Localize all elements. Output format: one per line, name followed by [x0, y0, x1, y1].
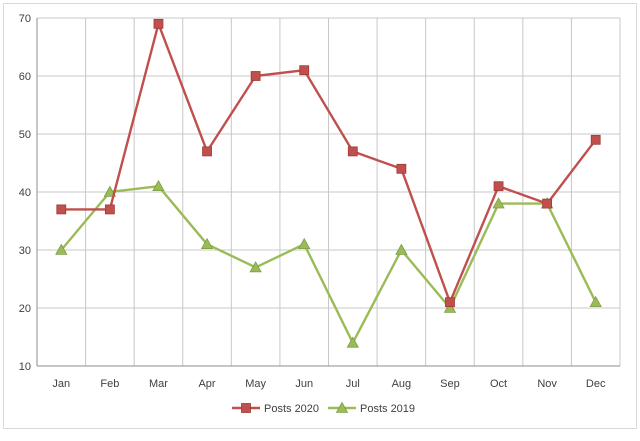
- series-line: [60, 184, 597, 344]
- data-point: [55, 243, 68, 255]
- legend-label: Posts 2019: [360, 403, 415, 415]
- y-tick-label: 20: [19, 303, 31, 315]
- y-tick-label: 50: [19, 129, 31, 141]
- legend: Posts 2020 Posts 2019: [232, 401, 415, 415]
- series-posts-2020: [56, 18, 601, 308]
- x-tick-label: Nov: [537, 378, 557, 390]
- x-tick-label: Aug: [392, 378, 412, 390]
- legend-item: Posts 2019: [328, 401, 415, 415]
- data-point: [395, 243, 408, 255]
- x-tick-label: Apr: [198, 378, 215, 390]
- x-tick-label: Dec: [586, 378, 606, 390]
- y-tick-label: 40: [19, 187, 31, 199]
- data-point: [298, 237, 311, 250]
- data-point: [542, 198, 553, 209]
- chart-outer-border: [3, 3, 637, 429]
- data-point: [103, 185, 117, 197]
- data-point: [492, 197, 505, 209]
- series-layer: [55, 18, 602, 348]
- data-point: [200, 237, 214, 250]
- y-tick-label: 10: [19, 361, 31, 373]
- legend-marker: [241, 403, 251, 413]
- legend-marker: [335, 401, 349, 413]
- data-point: [299, 65, 310, 76]
- data-point: [443, 301, 457, 313]
- data-point: [589, 295, 602, 308]
- data-point: [493, 181, 504, 192]
- x-tick-label: Jun: [295, 378, 313, 390]
- x-tick-label: Jul: [346, 378, 360, 390]
- data-point: [56, 204, 67, 215]
- x-tick-label: Oct: [490, 378, 507, 390]
- y-axis-ticks: 10 20 30 40 50 60 70: [19, 13, 31, 373]
- data-point: [396, 163, 407, 174]
- data-point: [445, 297, 455, 308]
- gridlines: [37, 17, 621, 366]
- data-point: [346, 336, 359, 348]
- legend-label: Posts 2020: [264, 403, 319, 415]
- x-axis-ticks: Jan Feb Mar Apr May Jun Jul Aug Sep Oct Nov Dec: [52, 378, 606, 390]
- series-line: [61, 22, 597, 304]
- y-tick-label: 60: [19, 71, 31, 83]
- data-point: [590, 134, 601, 145]
- data-point: [202, 146, 212, 157]
- y-tick-label: 70: [19, 13, 31, 25]
- data-point: [153, 18, 164, 29]
- axes: [36, 18, 620, 367]
- data-point: [249, 261, 262, 273]
- x-tick-label: May: [245, 378, 266, 390]
- x-tick-label: Jan: [52, 378, 70, 390]
- y-tick-label: 30: [19, 245, 31, 257]
- x-tick-label: Feb: [100, 378, 119, 390]
- legend-item: Posts 2020: [232, 403, 319, 415]
- x-tick-label: Mar: [149, 378, 168, 390]
- x-tick-label: Sep: [440, 378, 460, 390]
- data-point: [347, 146, 358, 157]
- data-point: [104, 204, 115, 215]
- data-point: [250, 71, 261, 81]
- data-point: [152, 179, 165, 192]
